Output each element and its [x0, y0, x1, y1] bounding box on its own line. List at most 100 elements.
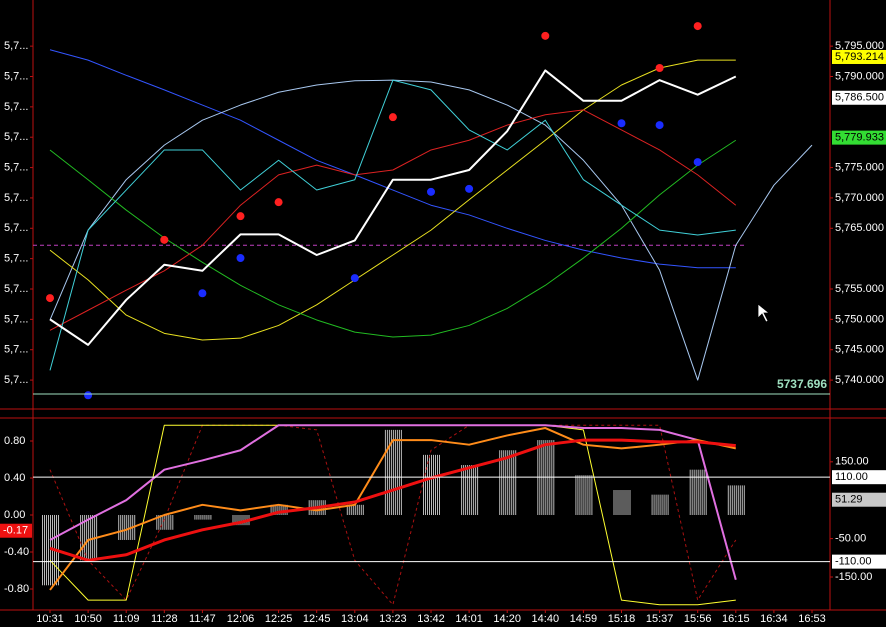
histogram-bar	[42, 514, 43, 586]
histogram-bar	[122, 514, 124, 540]
y-tick-label: 5,7...	[4, 222, 28, 234]
signal-dot	[655, 64, 664, 72]
x-tick-label: 11:09	[113, 613, 140, 625]
y-tick-label: 5,7...	[4, 283, 28, 295]
histogram-bar	[166, 514, 168, 530]
y-tick-label: 5,7...	[4, 313, 28, 325]
histogram-bar	[272, 504, 274, 515]
histogram-bar	[48, 514, 49, 586]
x-tick-label: 15:18	[608, 613, 636, 625]
x-tick-label: 16:15	[722, 613, 750, 625]
histogram-bar	[433, 454, 434, 515]
x-tick-label: 14:01	[455, 613, 483, 625]
value-box-label: 5,779.933	[835, 132, 884, 144]
value-box	[832, 49, 886, 64]
histogram-bar	[208, 514, 210, 520]
histogram-bar	[128, 514, 130, 540]
value-box-label: 51.29	[835, 494, 863, 506]
histogram-bar	[352, 504, 354, 515]
series-line	[49, 424, 737, 606]
histogram-bar	[733, 485, 735, 515]
histogram-bar	[473, 465, 475, 515]
value-box	[832, 470, 886, 485]
x-tick-label: 15:37	[646, 613, 674, 625]
histogram-bar	[661, 494, 663, 515]
y-tick-label: 5,7...	[4, 344, 28, 356]
histogram-bar	[505, 450, 507, 515]
histogram-bar	[659, 494, 661, 515]
y-tick-label: 5,750.000	[835, 313, 884, 325]
histogram-bar	[284, 504, 286, 515]
histogram-bar	[697, 469, 699, 515]
histogram-bar	[126, 514, 128, 540]
histogram-bar	[423, 454, 424, 515]
x-tick-label: 10:50	[74, 613, 102, 625]
histogram-bar	[693, 469, 695, 515]
histogram-bar	[619, 490, 621, 515]
histogram-bar	[346, 504, 348, 515]
histogram-bar	[615, 490, 617, 515]
y-tick-label: 5,7...	[4, 40, 28, 52]
histogram-bar	[699, 469, 701, 515]
histogram-bar	[200, 514, 202, 520]
value-box-label: 5,786.500	[835, 92, 884, 104]
histogram-bar	[86, 514, 88, 561]
level-label: 5737.696	[777, 377, 827, 391]
value-box-label: 110.00	[835, 471, 868, 483]
x-tick-label: 12:06	[227, 613, 255, 625]
histogram-bar	[587, 475, 589, 515]
histogram-bar	[655, 494, 657, 515]
y-tick-label: 5,7...	[4, 101, 28, 113]
histogram-bar	[431, 454, 432, 515]
y-tick-label: 5,7...	[4, 131, 28, 143]
signal-dot	[236, 254, 245, 263]
histogram-bar	[435, 454, 436, 515]
series-line	[49, 79, 736, 371]
histogram-bar	[234, 514, 236, 526]
histogram-bar	[589, 475, 591, 515]
y-tick-label: 5,7...	[4, 374, 28, 386]
signal-dot	[84, 391, 93, 400]
histogram-bar	[499, 450, 501, 515]
y-tick-label: 5,740.000	[835, 374, 884, 386]
histogram-bar	[240, 514, 242, 526]
y-tick-label: -50.00	[835, 533, 866, 545]
histogram-bar	[469, 465, 471, 515]
y-tick-label: 5,795.000	[835, 40, 884, 52]
x-tick-label: 10:31	[36, 613, 64, 625]
y-tick-label: 0.00	[4, 509, 25, 521]
histogram-bar	[194, 514, 196, 520]
histogram-bar	[46, 514, 47, 586]
histogram-bar	[623, 490, 625, 515]
histogram-bar	[617, 490, 619, 515]
histogram-bar	[735, 485, 737, 515]
histogram-bar	[651, 494, 653, 515]
x-tick-label: 15:56	[684, 613, 712, 625]
series-line	[49, 69, 737, 346]
histogram-bar	[515, 450, 517, 515]
histogram-bar	[625, 490, 627, 515]
value-box-label: 5,793.214	[835, 51, 884, 63]
histogram-bar	[82, 514, 84, 561]
series-line	[49, 79, 813, 381]
y-tick-label: 5,790.000	[835, 70, 884, 82]
histogram-bar	[437, 454, 438, 515]
histogram-bar	[737, 485, 739, 515]
histogram-bar	[202, 514, 204, 520]
histogram-bar	[164, 514, 166, 530]
histogram-bar	[613, 490, 615, 515]
histogram-bar	[583, 475, 585, 515]
histogram-bar	[579, 475, 581, 515]
histogram-bar	[280, 504, 282, 515]
histogram-bar	[196, 514, 198, 520]
histogram-bar	[739, 485, 741, 515]
histogram-bar	[348, 504, 350, 515]
x-tick-label: 13:04	[341, 613, 369, 625]
signal-dot	[465, 184, 474, 193]
histogram-bar	[50, 514, 51, 586]
series-line	[49, 424, 737, 581]
histogram-bar	[384, 429, 386, 515]
y-tick-label: 150.00	[835, 456, 869, 468]
value-box	[832, 492, 886, 507]
